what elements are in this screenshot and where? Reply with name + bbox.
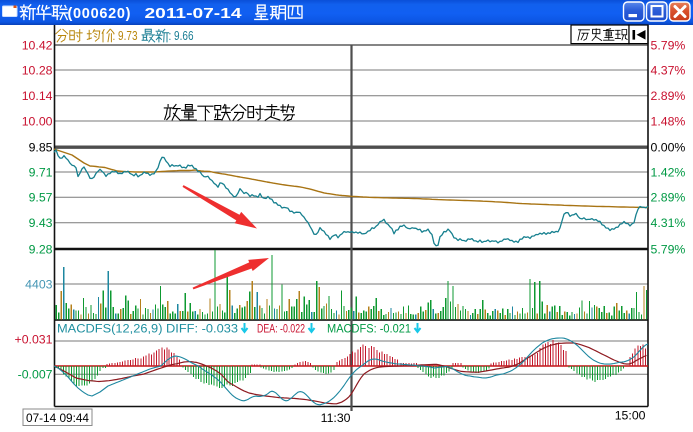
svg-text:9.57: 9.57 (29, 191, 53, 205)
svg-text:DEA: -0.022: DEA: -0.022 (257, 322, 305, 336)
svg-text:MACDFS: -0.021: MACDFS: -0.021 (327, 322, 411, 336)
svg-text:: 9.66: : 9.66 (169, 29, 194, 43)
svg-text:1.42%: 1.42% (651, 165, 686, 179)
svg-text:2.89%: 2.89% (651, 191, 686, 205)
svg-text:MACDFS(12,26,9) DIFF: -0.033: MACDFS(12,26,9) DIFF: -0.033 (57, 322, 238, 336)
svg-text:15:00: 15:00 (615, 409, 646, 423)
svg-text:4.37%: 4.37% (651, 63, 686, 77)
svg-text:10.42: 10.42 (22, 38, 53, 52)
svg-text:-0.007: -0.007 (18, 368, 53, 382)
svg-text:10.28: 10.28 (22, 63, 53, 77)
svg-text:9.71: 9.71 (29, 165, 53, 179)
svg-text:9.28: 9.28 (29, 242, 53, 256)
svg-text:9.43: 9.43 (29, 216, 53, 230)
svg-text:(000620): (000620) (68, 6, 131, 22)
svg-text:1.48%: 1.48% (651, 114, 686, 128)
svg-text:07-14 09:44: 07-14 09:44 (26, 411, 89, 425)
svg-text:2.89%: 2.89% (651, 89, 686, 103)
svg-text:5.79%: 5.79% (651, 242, 686, 256)
svg-text:+0.031: +0.031 (15, 333, 53, 347)
svg-text:10.00: 10.00 (22, 114, 53, 128)
svg-text:2011-07-14: 2011-07-14 (145, 6, 242, 22)
svg-text:4.31%: 4.31% (651, 216, 686, 230)
svg-text:0.00%: 0.00% (651, 141, 686, 155)
svg-text:: 9.73: : 9.73 (113, 29, 138, 43)
svg-text:4403: 4403 (25, 277, 53, 291)
svg-text:10.14: 10.14 (22, 89, 53, 103)
svg-text:5.79%: 5.79% (651, 38, 686, 52)
svg-text:9.85: 9.85 (29, 141, 53, 155)
svg-text:11:30: 11:30 (321, 411, 351, 425)
